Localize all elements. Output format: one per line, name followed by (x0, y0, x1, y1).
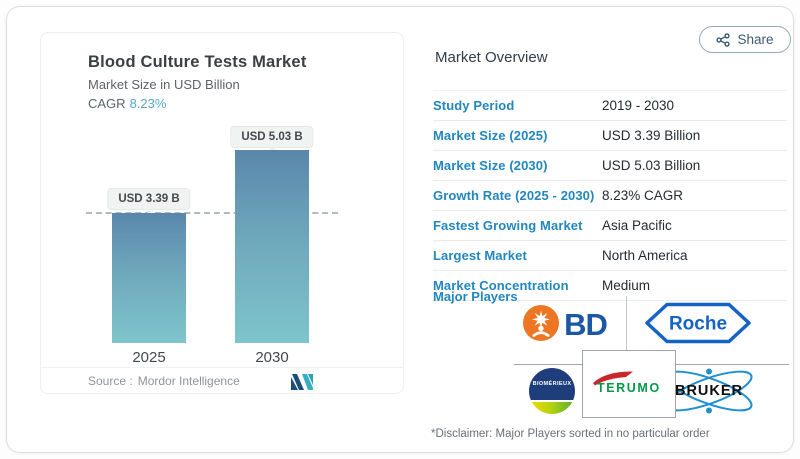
row-value: North America (602, 248, 688, 263)
row-value: 2019 - 2030 (602, 98, 675, 113)
row-label: Largest Market (433, 248, 527, 263)
mordor-intelligence-logo-icon (291, 374, 313, 395)
row-value: Medium (602, 278, 651, 293)
row-value: USD 5.03 Billion (602, 158, 701, 173)
roche-logo-text: Roche (669, 314, 727, 335)
source-value: Mordor Intelligence (137, 374, 240, 388)
chart-subtitle: Market Size in USD Billion (88, 77, 240, 92)
disclaimer-text: *Disclaimer: Major Players sorted in no … (431, 428, 710, 440)
table-row: Largest Market North America (433, 241, 787, 271)
table-row: Market Size (2025) USD 3.39 Billion (433, 121, 787, 151)
source-row: Source : Mordor Intelligence (88, 374, 240, 388)
row-value: Asia Pacific (602, 218, 672, 233)
terumo-swoosh-icon: TERUMO (593, 371, 661, 395)
bar-data-label-2030: USD 5.03 B (230, 126, 314, 148)
source-label: Source : (88, 374, 133, 388)
share-button-label: Share (737, 32, 774, 47)
biomerieux-gradient-slice (529, 400, 575, 414)
chart-card: Blood Culture Tests Market Market Size i… (40, 32, 404, 394)
biomerieux-circle-top: BIOMÉRIEUX (529, 368, 575, 400)
row-label: Market Size (2030) (433, 158, 548, 173)
row-label: Market Size (2025) (433, 128, 548, 143)
bd-logo: BD (509, 304, 621, 346)
row-value: 8.23% CAGR (602, 188, 684, 203)
chart-title: Blood Culture Tests Market (88, 53, 307, 71)
bar-2025 (112, 213, 186, 343)
row-label: Growth Rate (2025 - 2030) (433, 188, 595, 203)
major-players-label: Major Players (433, 289, 518, 304)
x-axis-label-2030: 2030 (255, 349, 289, 366)
bd-logo-text: BD (564, 307, 608, 342)
x-axis-label-2025: 2025 (132, 349, 166, 366)
overview-title: Market Overview (435, 49, 548, 66)
bar-2030 (235, 150, 309, 343)
cagr-value: 8.23% (129, 96, 167, 111)
table-row: Market Concentration Medium (433, 271, 787, 301)
table-row: Market Size (2030) USD 5.03 Billion (433, 151, 787, 181)
bd-sunburst-icon (523, 304, 560, 346)
table-row: Growth Rate (2025 - 2030) 8.23% CAGR (433, 181, 787, 211)
biomerieux-logo: BIOMÉRIEUX (529, 368, 575, 414)
reference-dashed-line (86, 212, 338, 214)
row-value: USD 3.39 Billion (602, 128, 701, 143)
row-label: Market Concentration (433, 278, 569, 293)
source-divider (41, 367, 403, 368)
chart-cagr: CAGR 8.23% (88, 96, 166, 111)
row-label: Study Period (433, 98, 515, 113)
table-row: Fastest Growing Market Asia Pacific (433, 211, 787, 241)
bruker-logo-text: BRUKER (674, 383, 744, 399)
roche-hexagon-icon: Roche (645, 302, 751, 344)
bar-data-label-2025: USD 3.39 B (107, 188, 191, 210)
players-vertical-divider (626, 296, 627, 350)
snapshot-card: Share Blood Culture Tests Market Market … (6, 6, 794, 453)
share-icon (716, 32, 731, 47)
overview-table: Study Period 2019 - 2030 Market Size (20… (433, 90, 787, 301)
terumo-logo: TERUMO (582, 350, 676, 418)
roche-logo: Roche (637, 300, 759, 346)
table-row: Study Period 2019 - 2030 (433, 90, 787, 121)
cagr-label: CAGR (88, 96, 126, 111)
biomerieux-logo-text: BIOMÉRIEUX (532, 381, 572, 387)
terumo-logo-text: TERUMO (597, 381, 661, 395)
row-label: Fastest Growing Market (433, 218, 583, 233)
share-button[interactable]: Share (699, 26, 791, 53)
